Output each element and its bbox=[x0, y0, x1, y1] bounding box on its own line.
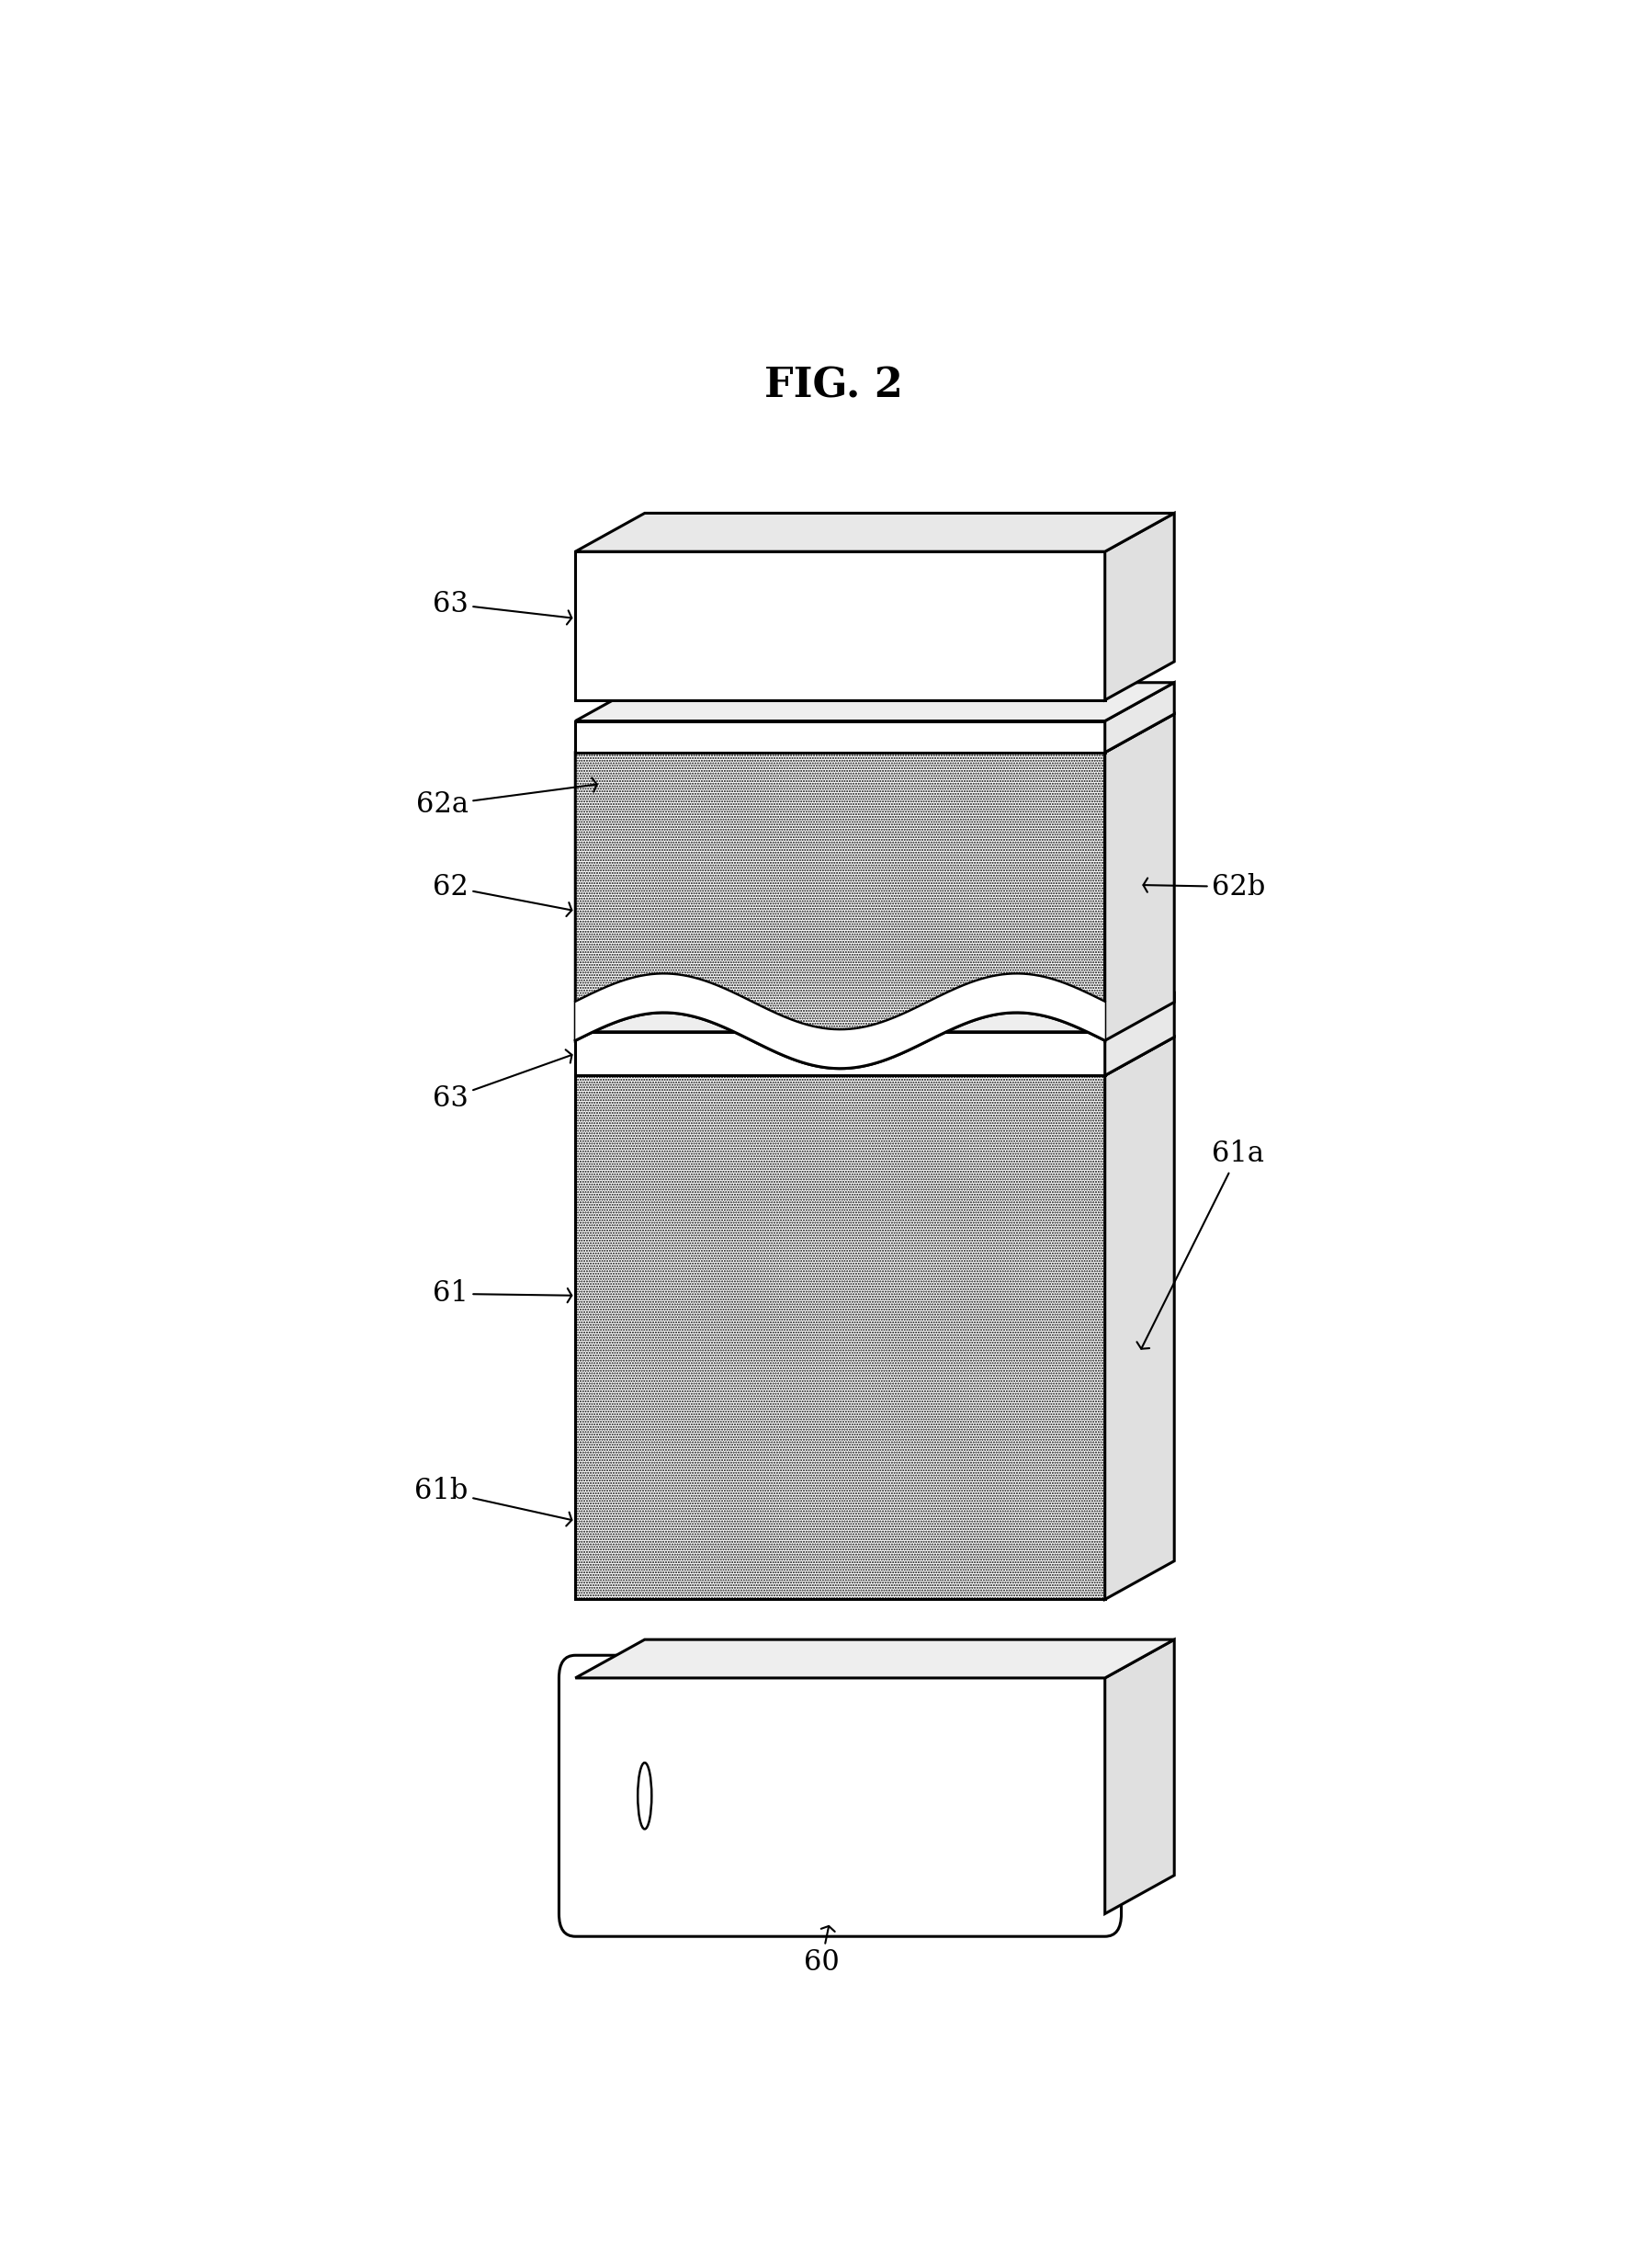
Polygon shape bbox=[1105, 1036, 1175, 1599]
Text: 63: 63 bbox=[433, 590, 571, 624]
Polygon shape bbox=[1105, 993, 1175, 1075]
Polygon shape bbox=[1105, 513, 1175, 701]
Text: 62a: 62a bbox=[417, 778, 597, 819]
Text: 63: 63 bbox=[433, 1050, 573, 1111]
Polygon shape bbox=[576, 683, 1175, 721]
Polygon shape bbox=[576, 1075, 1105, 1599]
Text: 62b: 62b bbox=[1144, 873, 1266, 900]
Text: 60: 60 bbox=[804, 1926, 840, 1978]
Polygon shape bbox=[576, 714, 1175, 753]
Text: 61a: 61a bbox=[1137, 1141, 1264, 1349]
FancyBboxPatch shape bbox=[560, 1656, 1121, 1937]
Polygon shape bbox=[576, 993, 1175, 1032]
Text: 61b: 61b bbox=[415, 1476, 571, 1526]
Polygon shape bbox=[576, 1640, 1175, 1678]
Polygon shape bbox=[1105, 1640, 1175, 1914]
Text: 61: 61 bbox=[433, 1279, 571, 1309]
Polygon shape bbox=[576, 973, 1105, 1068]
Polygon shape bbox=[576, 753, 1105, 1068]
Ellipse shape bbox=[638, 1762, 652, 1828]
Polygon shape bbox=[576, 551, 1105, 701]
Text: 62: 62 bbox=[433, 873, 571, 916]
Text: FIG. 2: FIG. 2 bbox=[765, 365, 903, 406]
Polygon shape bbox=[1105, 714, 1175, 1041]
Polygon shape bbox=[576, 513, 1175, 551]
Polygon shape bbox=[576, 721, 1105, 753]
Polygon shape bbox=[1105, 683, 1175, 753]
Polygon shape bbox=[576, 1036, 1175, 1075]
Polygon shape bbox=[576, 1032, 1105, 1075]
